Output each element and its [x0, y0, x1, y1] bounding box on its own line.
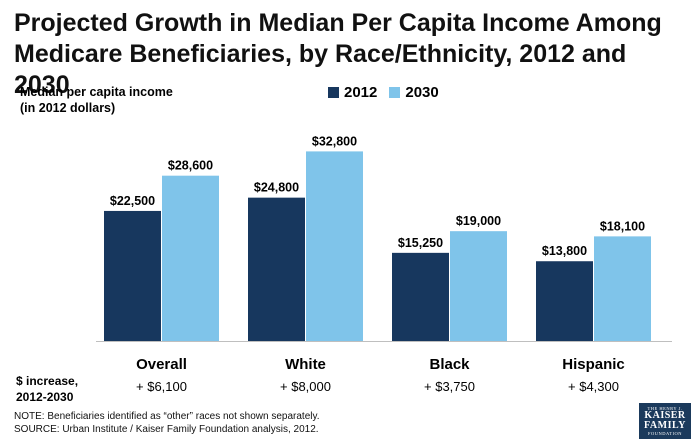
data-label-hispanic-2012: $13,800 — [542, 244, 587, 258]
bar-white-2030 — [306, 151, 363, 341]
data-label-overall-2012: $22,500 — [110, 194, 155, 208]
logo-line3: FAMILY — [644, 420, 686, 431]
bar-hispanic-2012 — [536, 261, 593, 341]
logo-line2: KAISER — [644, 410, 686, 421]
data-label-overall-2030: $28,600 — [168, 159, 213, 173]
bar-hispanic-2030 — [594, 236, 651, 341]
bar-overall-2030 — [162, 175, 219, 341]
category-label-black: Black — [429, 356, 470, 373]
kff-logo: THE HENRY J. KAISER FAMILY FOUNDATION — [639, 403, 691, 439]
category-label-overall: Overall — [136, 356, 187, 373]
y-axis-label-line2: (in 2012 dollars) — [20, 101, 116, 115]
increase-value-hispanic: + $4,300 — [568, 379, 619, 394]
y-axis-label-line1: Median per capita income — [20, 85, 173, 99]
logo-line1: THE HENRY J. — [647, 406, 683, 411]
increase-value-black: + $3,750 — [424, 379, 475, 394]
data-label-black-2030: $19,000 — [456, 214, 501, 228]
bar-white-2012 — [248, 197, 305, 341]
data-label-white-2012: $24,800 — [254, 181, 299, 195]
increase-row-label: $ increase, 2012-2030 — [16, 373, 78, 405]
category-label-hispanic: Hispanic — [562, 356, 625, 373]
category-label-white: White — [285, 356, 326, 373]
legend-swatch-2030 — [389, 87, 401, 98]
increase-value-overall: + $6,100 — [136, 379, 187, 394]
legend-swatch-2012 — [328, 87, 339, 98]
increase-value-white: + $8,000 — [280, 379, 331, 394]
note-text: NOTE: Beneficiaries identified as “other… — [14, 411, 320, 422]
data-label-black-2012: $15,250 — [398, 236, 443, 250]
source-text: SOURCE: Urban Institute / Kaiser Family … — [14, 424, 319, 435]
logo-line4: FOUNDATION — [648, 431, 682, 436]
legend-label-2012: 2012 — [344, 84, 378, 101]
increase-label-line2: 2012-2030 — [16, 390, 74, 404]
y-axis-label: Median per capita income (in 2012 dollar… — [20, 84, 173, 116]
bar-black-2030 — [450, 231, 507, 341]
bar-overall-2012 — [104, 210, 161, 341]
legend-item-2012: 2012 — [328, 84, 377, 101]
legend-label-2030: 2030 — [405, 84, 439, 101]
increase-label-line1: $ increase, — [16, 374, 79, 388]
legend-item-2030: 2030 — [389, 84, 439, 101]
chart-title: Projected Growth in Median Per Capita In… — [14, 9, 662, 99]
footnotes: NOTE: Beneficiaries identified as “other… — [14, 410, 320, 436]
data-label-white-2030: $32,800 — [312, 134, 357, 148]
legend: 2012 2030 — [328, 84, 451, 101]
data-label-hispanic-2030: $18,100 — [600, 219, 645, 233]
bar-black-2012 — [392, 252, 449, 341]
